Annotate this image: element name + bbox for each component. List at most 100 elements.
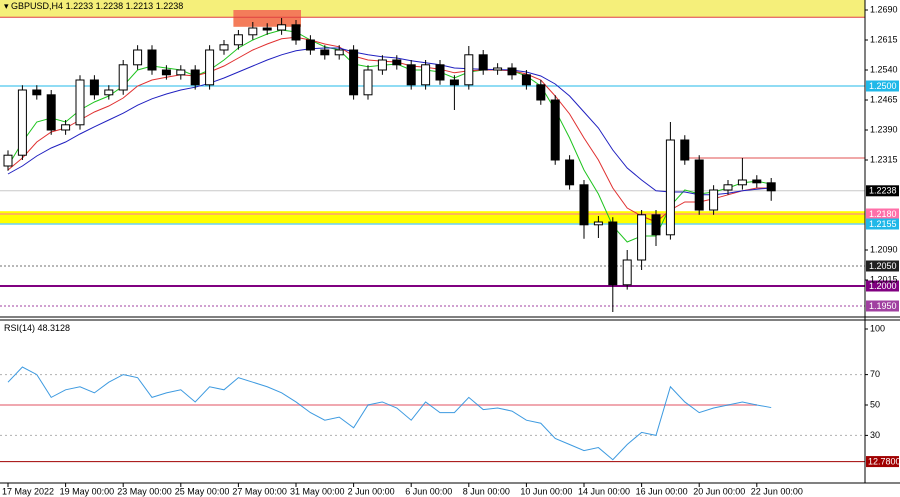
candle-body: [305, 39, 315, 51]
candle-body: [147, 49, 157, 71]
candle-body: [680, 139, 690, 161]
candle-body: [752, 179, 762, 184]
candle-body: [89, 79, 99, 96]
candle-body: [665, 139, 675, 236]
symbol: GBPUSD,H4: [11, 1, 63, 11]
x-tick-label: 16 Jun 00:00: [636, 486, 688, 496]
x-tick-label: 14 Jun 00:00: [578, 486, 630, 496]
candle-body: [766, 182, 776, 192]
marks: [3, 18, 776, 461]
x-tick-label: 19 May 00:00: [60, 486, 115, 496]
candle-body: [320, 49, 330, 56]
price-level-label: 1.2500: [869, 81, 897, 91]
candle-body: [593, 221, 603, 226]
close: 1.2238: [156, 1, 184, 11]
price-level-label: 1.2155: [869, 219, 897, 229]
y-tick-label: 1.2015: [870, 274, 898, 284]
candle-body: [104, 89, 114, 96]
rsi-level-label: 12.7800: [868, 456, 900, 466]
candle-body: [565, 159, 575, 186]
x-tick-label: 20 Jun 00:00: [693, 486, 745, 496]
rsi-name: RSI(14): [4, 323, 35, 333]
x-tick-label: 22 Jun 00:00: [751, 486, 803, 496]
candle-body: [161, 69, 171, 76]
rsi-value: 48.3128: [38, 323, 71, 333]
candle-body: [421, 64, 431, 86]
candle-body: [694, 159, 704, 211]
candle-body: [521, 74, 531, 86]
candle-body: [277, 24, 287, 31]
candle-body: [651, 214, 661, 236]
candle-body: [377, 59, 387, 71]
y-tick-label: 1.2540: [870, 64, 898, 74]
price-level-label: 1.2238: [869, 186, 897, 196]
candle-body: [737, 179, 747, 186]
candle-body: [493, 67, 503, 71]
y-tick-label: 1.2690: [870, 4, 898, 14]
candle-body: [709, 189, 719, 211]
candle-body: [3, 154, 13, 167]
x-tick-label: 25 May 00:00: [175, 486, 230, 496]
levels: [0, 16, 865, 463]
price-level-label-bg: [866, 208, 899, 220]
price-level-label-bg: [866, 185, 899, 197]
price-level-label-bg: [866, 300, 899, 312]
price-level-label-bg: [866, 260, 899, 272]
candle-body: [392, 59, 402, 66]
price-level-label: 1.2050: [869, 261, 897, 271]
x-tick-label: 10 Jun 00:00: [520, 486, 572, 496]
y-tick-label: 1.2465: [870, 94, 898, 104]
header: ▾ GBPUSD,H4 1.2233 1.2238 1.2213 1.2238: [4, 1, 183, 11]
candle-body: [363, 69, 373, 96]
candle-body: [233, 34, 243, 46]
candle-body: [291, 24, 301, 41]
rsi-y-tick-label: 30: [870, 430, 880, 440]
candle-body: [176, 69, 186, 76]
axes: [0, 0, 900, 484]
rsi-y-tick-label: 100: [870, 323, 885, 333]
price-level-label: 1.1950: [869, 301, 897, 311]
candle-body: [219, 44, 229, 51]
candle-body: [349, 49, 359, 96]
candle-body: [46, 94, 56, 131]
candle-body: [478, 54, 488, 71]
candle-body: [608, 221, 618, 286]
candle-body: [75, 79, 85, 126]
candle-body: [334, 49, 344, 56]
rsi-level-label-bg: [866, 456, 899, 468]
candle-body: [17, 89, 27, 156]
x-tick-label: 27 May 00:00: [232, 486, 287, 496]
symbol-menu[interactable]: ▾: [4, 1, 11, 11]
rsi-y-tick-label: 70: [870, 369, 880, 379]
zone: [233, 10, 301, 27]
candle-body: [118, 64, 128, 91]
candle-body: [435, 64, 445, 81]
candle-body: [190, 69, 200, 86]
candle-body: [464, 54, 474, 86]
x-tick-label: 6 Jun 00:00: [405, 486, 452, 496]
rsi-line: [7, 366, 772, 461]
open: 1.2233: [66, 1, 94, 11]
price-level-label-bg: [866, 280, 899, 292]
low: 1.2213: [126, 1, 154, 11]
candle-body: [637, 214, 647, 261]
x-tick-label: 8 Jun 00:00: [463, 486, 510, 496]
zone: [0, 211, 865, 224]
price-level-label-bg: [866, 80, 899, 92]
x-tick-label: 31 May 00:00: [290, 486, 345, 496]
candle-body: [133, 49, 143, 66]
moving-average: [7, 47, 772, 196]
rsi-y-tick-label: 50: [870, 399, 880, 409]
y-tick-label: 1.2390: [870, 124, 898, 134]
y-tick-label: 1.2315: [870, 154, 898, 164]
candle-body: [723, 184, 733, 191]
candle-body: [32, 89, 42, 96]
candle-body: [507, 67, 517, 76]
price-level-label-bg: [866, 218, 899, 230]
rsi-header: RSI(14) 48.3128: [4, 323, 70, 333]
candle-body: [205, 49, 215, 86]
zone: [0, 0, 865, 18]
y-tick-label: 1.2090: [870, 244, 898, 254]
